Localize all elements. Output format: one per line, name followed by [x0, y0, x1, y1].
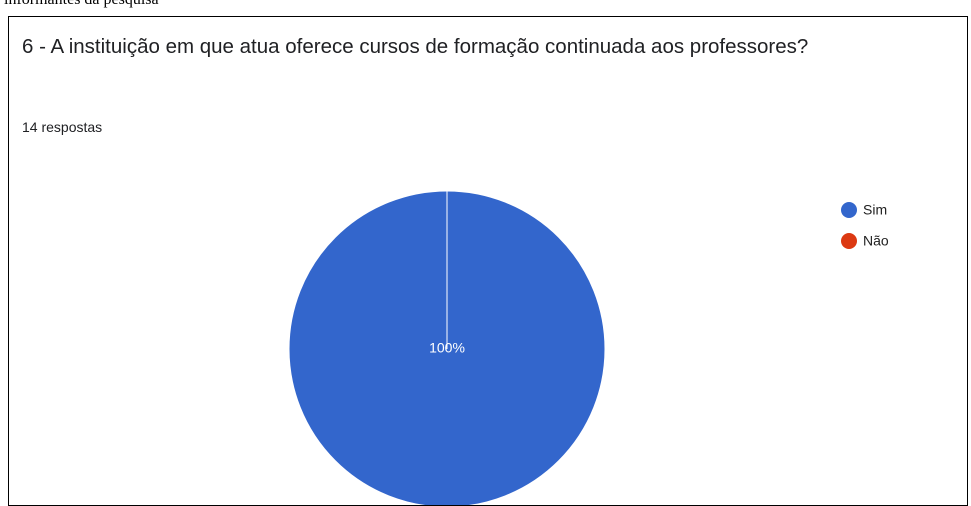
legend-label: Não	[863, 233, 889, 249]
legend-label: Sim	[863, 202, 887, 218]
chart-card: 6 - A instituição em que atua oferece cu…	[8, 16, 968, 506]
chart-subtitle: 14 respostas	[22, 119, 103, 135]
chart-title: 6 - A instituição em que atua oferece cu…	[22, 35, 809, 58]
caption: informantes da pesquisa	[4, 0, 159, 9]
page: informantes da pesquisa 6 - A instituiçã…	[4, 0, 968, 506]
legend-swatch	[841, 202, 857, 218]
legend-swatch	[841, 233, 857, 249]
